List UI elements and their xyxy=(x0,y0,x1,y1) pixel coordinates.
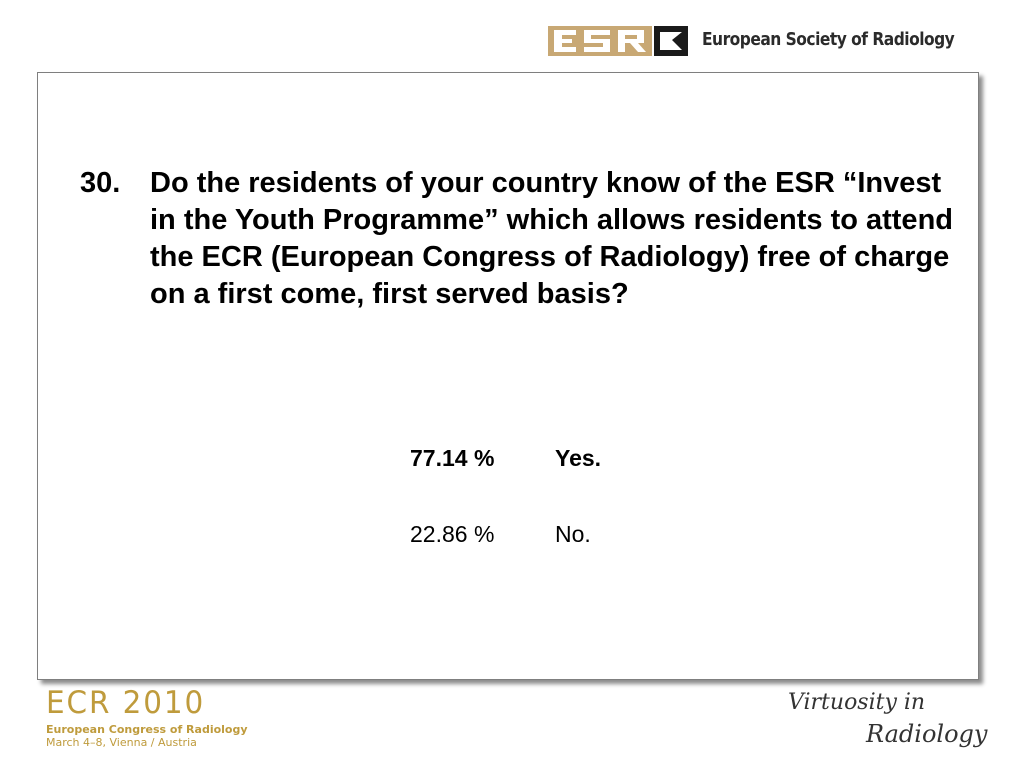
tagline-line2: Radiology xyxy=(866,720,988,748)
esr-logo xyxy=(548,26,688,56)
esr-logo-mark xyxy=(548,26,688,56)
slide-panel: 30. Do the residents of your country kno… xyxy=(37,72,979,680)
virtuosity-tagline: Virtuosity in Radiology xyxy=(788,690,998,760)
ecr-dates: March 4–8, Vienna / Austria xyxy=(46,736,197,749)
esr-org-name: European Society of Radiology xyxy=(702,29,955,50)
answer-no-label: No. xyxy=(555,521,591,547)
answer-yes-label: Yes. xyxy=(555,445,602,471)
ecr-2010-logo: ECR 2010 European Congress of Radiology … xyxy=(46,685,248,750)
question: 30. Do the residents of your country kno… xyxy=(80,165,960,313)
ecr-subtitle: European Congress of Radiology xyxy=(46,723,248,736)
answer-yes: 77.14 % Yes. xyxy=(410,445,710,485)
ecr-title: ECR 2010 xyxy=(46,685,206,721)
question-text: Do the residents of your country know of… xyxy=(150,167,953,310)
question-number: 30. xyxy=(80,167,121,199)
answers-list: 77.14 % Yes. 22.86 % No. xyxy=(410,445,710,561)
answer-no-percent: 22.86 % xyxy=(410,521,495,547)
answer-no: 22.86 % No. xyxy=(410,521,710,561)
answer-yes-percent: 77.14 % xyxy=(410,445,495,471)
tagline-line1: Virtuosity in xyxy=(788,690,926,715)
